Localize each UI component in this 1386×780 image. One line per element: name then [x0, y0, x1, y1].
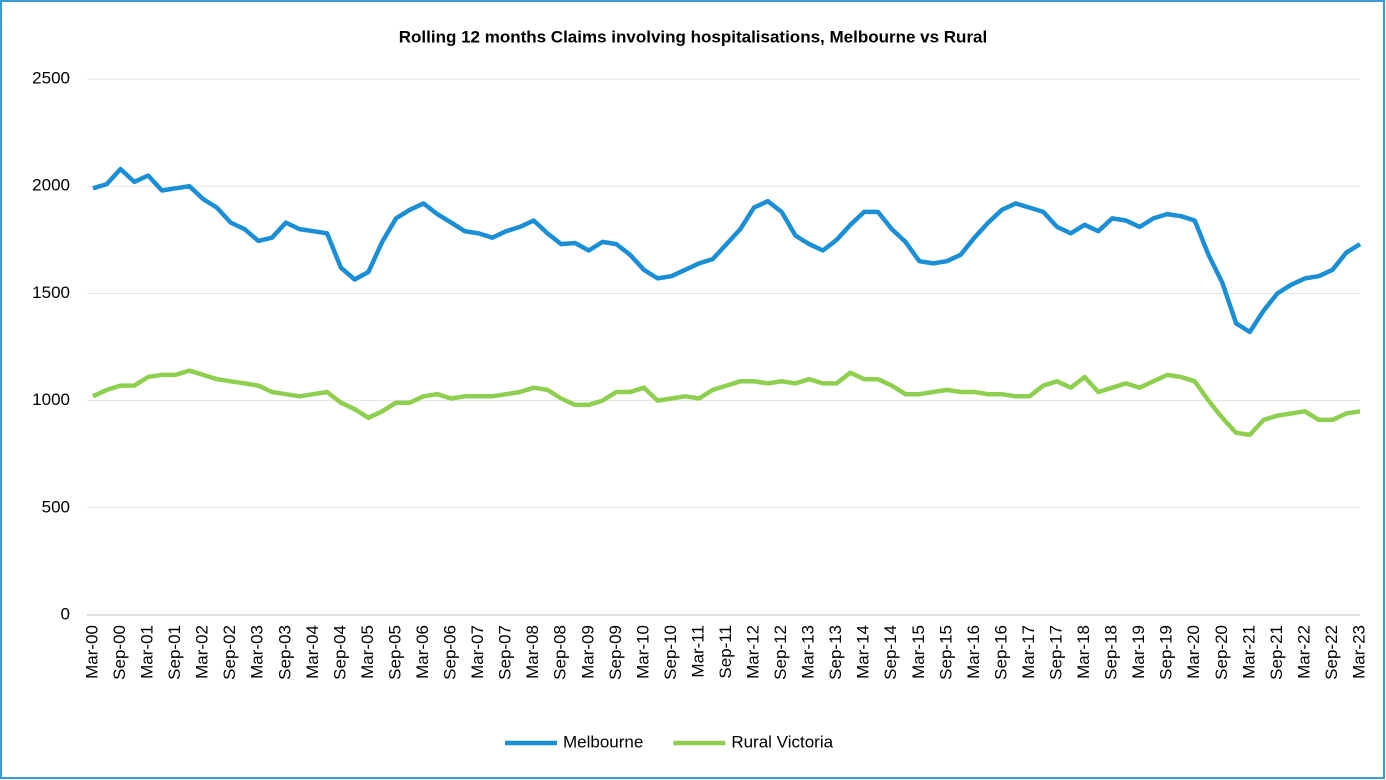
legend-label: Melbourne: [563, 732, 643, 751]
legend-label: Rural Victoria: [731, 732, 833, 751]
y-tick-label: 1500: [32, 283, 70, 302]
x-tick-label: Mar-21: [1239, 625, 1258, 679]
x-tick-label: Sep-12: [771, 625, 790, 680]
x-tick-label: Sep-14: [881, 625, 900, 680]
x-tick-label: Mar-06: [413, 625, 432, 679]
y-tick-label: 500: [42, 497, 70, 516]
x-tick-label: Sep-22: [1322, 625, 1341, 680]
y-tick-label: 1000: [32, 390, 70, 409]
x-tick-label: Mar-23: [1349, 625, 1368, 679]
x-tick-label: Mar-03: [248, 625, 267, 679]
y-tick-label: 0: [61, 604, 70, 623]
x-tick-label: Sep-11: [716, 625, 735, 679]
x-tick-label: Sep-16: [991, 625, 1010, 680]
x-tick-label: Mar-11: [688, 625, 707, 678]
x-tick-label: Mar-07: [468, 625, 487, 679]
x-tick-label: Mar-10: [633, 625, 652, 679]
chart-title: Rolling 12 months Claims involving hospi…: [399, 27, 987, 46]
x-tick-label: Mar-04: [303, 625, 322, 679]
line-series: [92, 368, 1361, 438]
x-tick-label: Mar-19: [1129, 625, 1148, 679]
x-tick-label: Sep-15: [936, 625, 955, 680]
x-tick-label: Mar-18: [1074, 625, 1093, 679]
x-tick-label: Mar-15: [909, 625, 928, 679]
y-tick-label: 2500: [32, 68, 70, 87]
x-tick-label: Mar-05: [358, 625, 377, 679]
x-tick-label: Sep-09: [606, 625, 625, 680]
x-tick-label: Mar-09: [578, 625, 597, 679]
x-tick-label: Sep-02: [220, 625, 239, 680]
x-tick-label: Sep-07: [496, 625, 515, 680]
x-tick-label: Sep-03: [275, 625, 294, 680]
y-tick-label: 2000: [32, 176, 70, 195]
x-tick-label: Mar-08: [523, 625, 542, 679]
x-tick-label: Sep-20: [1212, 625, 1231, 680]
x-tick-label: Sep-06: [441, 625, 460, 680]
x-tick-label: Mar-20: [1184, 625, 1203, 679]
x-tick-label: Sep-17: [1047, 625, 1066, 680]
x-tick-label: Mar-17: [1019, 625, 1038, 679]
x-tick-label: Sep-18: [1102, 625, 1121, 680]
x-tick-label: Sep-13: [826, 625, 845, 680]
x-tick-label: Mar-02: [193, 625, 212, 679]
x-tick-label: Mar-16: [964, 625, 983, 679]
line-series: [92, 166, 1362, 335]
x-tick-label: Mar-22: [1294, 625, 1313, 679]
x-tick-label: Sep-05: [385, 625, 404, 680]
x-tick-label: Sep-10: [661, 625, 680, 680]
x-tick-label: Mar-12: [744, 625, 763, 679]
x-tick-label: Sep-21: [1267, 625, 1286, 680]
x-tick-label: Mar-01: [138, 625, 157, 679]
x-tick-label: Sep-04: [330, 625, 349, 680]
x-tick-label: Mar-14: [854, 625, 873, 679]
x-tick-label: Sep-19: [1157, 625, 1176, 680]
x-tick-label: Sep-01: [165, 625, 184, 680]
x-tick-label: Sep-00: [110, 625, 129, 680]
x-tick-label: Mar-00: [82, 625, 101, 679]
x-tick-label: Sep-08: [551, 625, 570, 680]
x-tick-label: Mar-13: [799, 625, 818, 679]
